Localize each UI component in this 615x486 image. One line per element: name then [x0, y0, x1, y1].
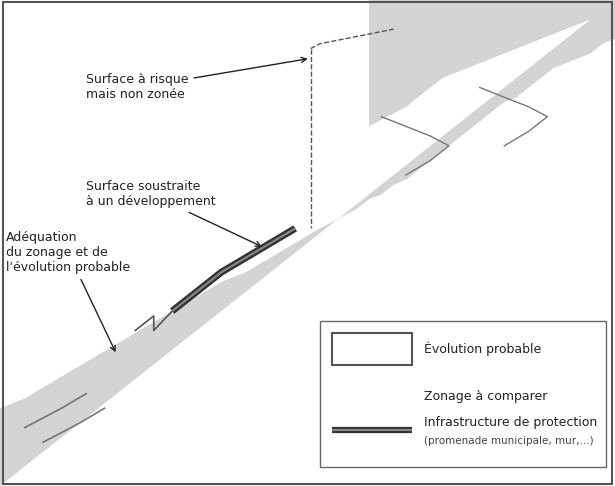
Text: Adéquation
du zonage et de
l'évolution probable: Adéquation du zonage et de l'évolution p…	[6, 231, 130, 351]
Bar	[332, 333, 412, 364]
Text: Infrastructure de protection: Infrastructure de protection	[424, 417, 598, 429]
Text: Zonage à comparer: Zonage à comparer	[424, 390, 548, 402]
Text: Surface soustraite
à un développement: Surface soustraite à un développement	[86, 180, 261, 246]
Text: Surface à risque
mais non zonée: Surface à risque mais non zonée	[86, 57, 306, 102]
Text: (promenade municipale, mur,...): (promenade municipale, mur,...)	[424, 436, 594, 446]
Text: Évolution probable: Évolution probable	[424, 342, 542, 356]
Polygon shape	[369, 0, 615, 126]
Bar	[320, 321, 606, 467]
